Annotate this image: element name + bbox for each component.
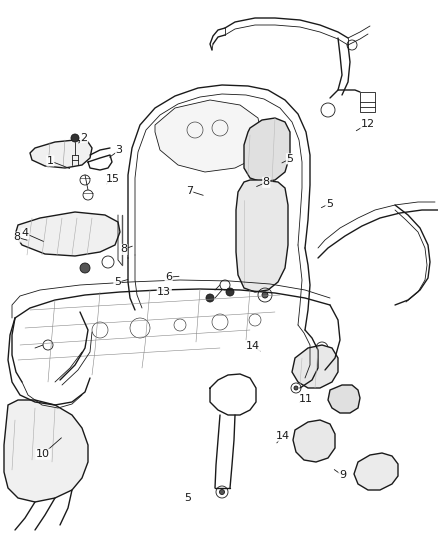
Text: 8: 8 <box>263 177 270 187</box>
Text: 8: 8 <box>13 232 20 242</box>
Text: 1: 1 <box>47 156 54 166</box>
Text: 14: 14 <box>246 342 260 351</box>
Polygon shape <box>15 212 120 256</box>
Text: 11: 11 <box>299 394 313 403</box>
Polygon shape <box>244 118 290 182</box>
Text: 5: 5 <box>184 494 191 503</box>
Circle shape <box>266 181 274 189</box>
Polygon shape <box>4 400 88 502</box>
Text: 15: 15 <box>106 174 120 183</box>
Polygon shape <box>155 100 262 172</box>
Circle shape <box>226 288 234 296</box>
Text: 3: 3 <box>116 146 123 155</box>
Text: 12: 12 <box>361 119 375 128</box>
Polygon shape <box>354 453 398 490</box>
Circle shape <box>294 386 298 390</box>
Text: 2: 2 <box>81 133 88 142</box>
Polygon shape <box>236 180 288 292</box>
Circle shape <box>219 489 225 495</box>
Circle shape <box>319 345 325 351</box>
Polygon shape <box>30 140 92 168</box>
Text: 9: 9 <box>339 471 346 480</box>
Text: 4: 4 <box>22 229 29 238</box>
Text: 5: 5 <box>114 278 121 287</box>
Text: 13: 13 <box>157 287 171 297</box>
Polygon shape <box>293 420 335 462</box>
Polygon shape <box>292 345 338 388</box>
Text: 10: 10 <box>36 449 50 459</box>
Circle shape <box>206 294 214 302</box>
Circle shape <box>262 292 268 298</box>
Polygon shape <box>328 385 360 413</box>
Circle shape <box>80 263 90 273</box>
Circle shape <box>71 134 79 142</box>
Text: 8: 8 <box>120 245 127 254</box>
Text: 6: 6 <box>165 272 172 282</box>
Text: 7: 7 <box>186 186 193 196</box>
Text: 5: 5 <box>326 199 333 208</box>
Text: 14: 14 <box>276 431 290 441</box>
Text: 5: 5 <box>286 154 293 164</box>
